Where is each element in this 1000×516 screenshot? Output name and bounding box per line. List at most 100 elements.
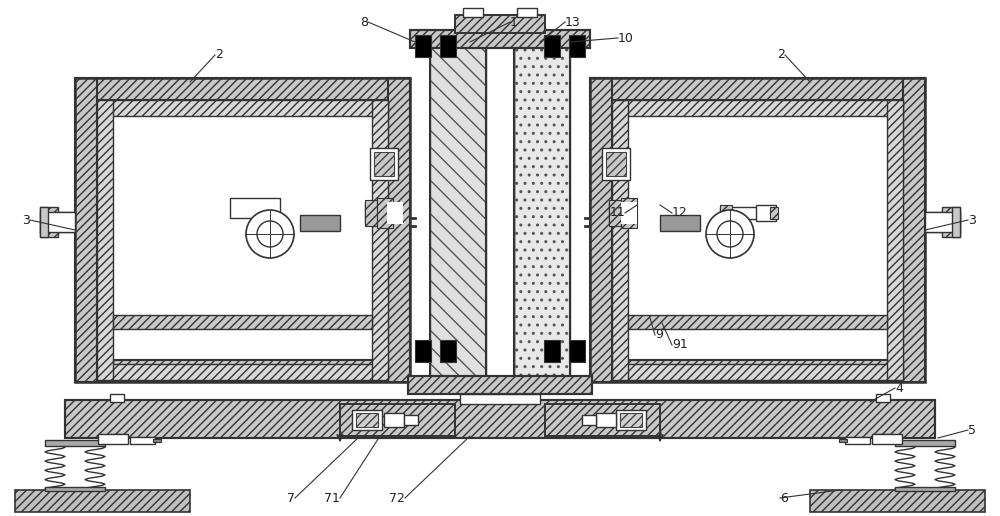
Bar	[65, 400, 935, 438]
Text: 6: 6	[780, 492, 788, 505]
Bar	[942, 207, 960, 237]
Bar	[545, 404, 660, 436]
Bar	[839, 439, 847, 442]
Bar	[545, 404, 660, 436]
Bar	[612, 100, 628, 380]
Text: 13: 13	[565, 15, 581, 28]
Bar	[720, 205, 732, 221]
Bar	[365, 200, 377, 226]
Bar	[876, 394, 890, 402]
Bar	[590, 78, 925, 382]
Text: 2: 2	[215, 49, 223, 61]
Bar	[110, 394, 124, 402]
Bar	[952, 207, 960, 237]
Bar	[153, 439, 161, 442]
Bar	[430, 42, 486, 380]
Bar	[300, 215, 340, 231]
Bar	[895, 487, 955, 491]
Bar	[75, 78, 97, 382]
Bar	[410, 30, 590, 48]
Bar	[45, 487, 105, 491]
Bar	[340, 404, 455, 436]
Bar	[340, 404, 455, 436]
Text: 3: 3	[22, 214, 30, 227]
Bar	[514, 42, 570, 380]
Bar	[621, 202, 637, 224]
Bar	[569, 340, 585, 362]
Bar	[65, 400, 935, 438]
Bar	[75, 360, 410, 382]
Text: 8: 8	[360, 15, 368, 28]
Bar	[756, 205, 776, 221]
Text: 12: 12	[672, 206, 688, 219]
Bar	[612, 100, 903, 116]
Bar	[75, 78, 410, 382]
Circle shape	[706, 210, 754, 258]
Bar	[230, 198, 280, 218]
Text: 91: 91	[672, 338, 688, 351]
Bar	[377, 198, 393, 228]
Bar	[440, 35, 456, 57]
Bar	[460, 394, 540, 404]
Bar	[404, 415, 418, 425]
Bar	[408, 376, 592, 394]
Text: 71: 71	[324, 492, 340, 505]
Bar	[463, 8, 483, 17]
Bar	[616, 410, 646, 430]
Bar	[455, 15, 545, 33]
Bar	[720, 207, 765, 219]
Bar	[660, 215, 700, 231]
Bar	[544, 340, 560, 362]
Bar	[372, 100, 388, 380]
Bar	[97, 100, 113, 380]
Circle shape	[246, 210, 294, 258]
Bar	[45, 440, 105, 446]
Text: 3: 3	[968, 214, 976, 227]
Bar	[609, 202, 635, 224]
Bar	[113, 116, 372, 364]
Bar	[517, 8, 537, 17]
Bar	[903, 78, 925, 382]
Bar	[40, 207, 48, 237]
Bar	[628, 315, 887, 329]
Bar	[590, 78, 925, 100]
Bar	[40, 207, 58, 237]
Bar	[887, 100, 903, 380]
Bar	[810, 490, 985, 512]
Bar	[130, 437, 155, 444]
Bar	[352, 410, 382, 430]
Bar	[872, 434, 902, 444]
Bar	[596, 413, 616, 427]
Bar	[514, 42, 570, 380]
Bar	[110, 434, 124, 442]
Bar	[415, 340, 431, 362]
Bar	[612, 364, 903, 380]
Bar	[895, 440, 955, 446]
Bar	[590, 360, 925, 382]
Bar	[415, 35, 431, 57]
Text: 10: 10	[618, 31, 634, 44]
Bar	[15, 490, 190, 512]
Bar	[75, 78, 410, 100]
Bar	[98, 434, 128, 444]
Bar	[621, 198, 637, 228]
Bar	[486, 42, 514, 380]
Text: 1: 1	[510, 15, 518, 28]
Bar	[410, 30, 590, 48]
Bar	[440, 340, 456, 362]
Bar	[97, 100, 388, 116]
Bar	[602, 148, 630, 180]
Text: 4: 4	[895, 381, 903, 395]
Text: 11: 11	[609, 206, 625, 219]
Bar	[374, 152, 394, 176]
Text: 72: 72	[389, 492, 405, 505]
Bar	[408, 376, 592, 394]
Bar	[384, 413, 404, 427]
Text: 5: 5	[968, 424, 976, 437]
Bar	[430, 42, 486, 380]
Bar	[925, 212, 960, 232]
Bar	[97, 364, 388, 380]
Bar	[544, 35, 560, 57]
Text: 2: 2	[777, 49, 785, 61]
Bar	[606, 152, 626, 176]
